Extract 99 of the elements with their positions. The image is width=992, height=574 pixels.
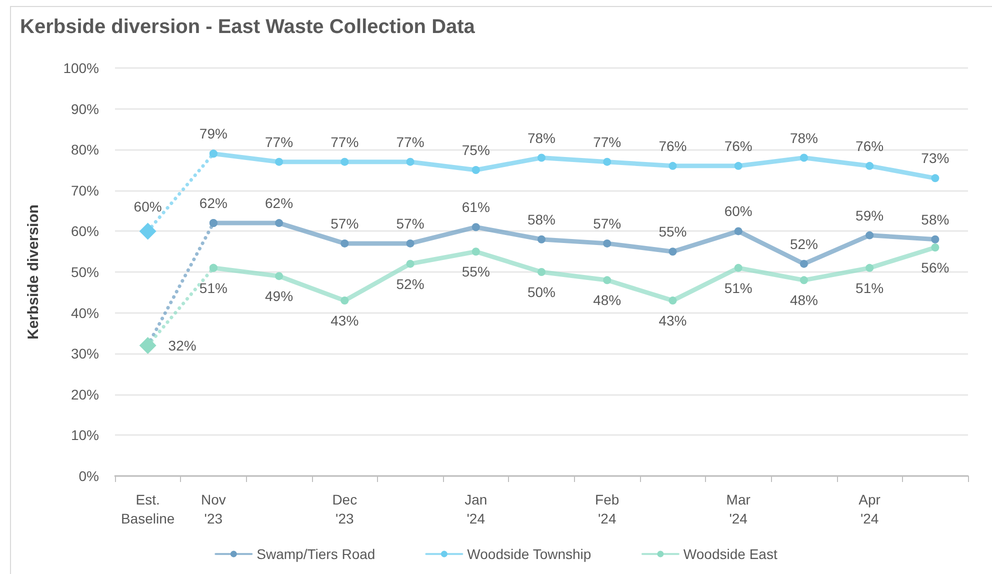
legend-label: Swamp/Tiers Road — [256, 546, 376, 562]
data-label: 51% — [724, 280, 752, 296]
data-label: 56% — [921, 260, 950, 276]
y-tick-label: 100% — [63, 60, 99, 76]
point — [866, 231, 874, 240]
point — [340, 296, 349, 305]
point — [931, 174, 940, 182]
data-label: 43% — [658, 312, 687, 329]
point — [603, 158, 612, 166]
point — [209, 264, 218, 272]
data-label: 58% — [921, 211, 950, 228]
data-label: 77% — [396, 134, 424, 150]
point — [668, 248, 677, 256]
data-label: 78% — [790, 130, 818, 146]
data-label: 49% — [265, 288, 294, 304]
data-label: 57% — [593, 215, 622, 232]
point — [275, 219, 284, 228]
data-label: 61% — [462, 199, 490, 216]
point — [734, 227, 742, 236]
point — [603, 239, 612, 248]
legend-label: Woodside Township — [467, 546, 592, 562]
data-label: 75% — [462, 142, 490, 158]
data-label: 55% — [462, 264, 490, 280]
data-label: 52% — [790, 236, 818, 252]
y-tick-label: 50% — [70, 264, 99, 280]
data-label: 32% — [168, 337, 196, 354]
point — [866, 264, 874, 272]
point — [209, 150, 218, 158]
data-label: 55% — [658, 224, 687, 240]
point — [139, 336, 156, 354]
point — [866, 162, 874, 170]
y-tick-label: 20% — [70, 386, 99, 402]
point — [538, 268, 546, 276]
data-label: 77% — [593, 134, 622, 150]
y-axis-title: Kerbside diversion — [25, 204, 42, 340]
y-tick-label: 10% — [70, 427, 99, 444]
point — [538, 235, 546, 244]
x-tick-label: Feb '24 — [595, 492, 620, 526]
data-label: 48% — [790, 292, 818, 308]
x-tick-label: Dec '23 — [332, 492, 358, 526]
data-label: 48% — [593, 292, 622, 308]
point — [406, 158, 414, 166]
data-label: 77% — [330, 134, 359, 150]
data-label: 78% — [527, 130, 556, 146]
y-tick-label: 30% — [70, 346, 99, 362]
x-tick-label: Apr '24 — [858, 492, 881, 526]
point — [472, 248, 480, 256]
data-label: 51% — [199, 280, 228, 296]
point — [340, 158, 349, 166]
data-label: 43% — [330, 312, 359, 329]
data-label: 79% — [199, 126, 228, 142]
y-tick-label: 70% — [70, 182, 99, 198]
point — [139, 222, 156, 240]
y-tick-label: 90% — [70, 100, 99, 117]
data-label: 76% — [724, 138, 752, 154]
y-tick-label: 40% — [70, 304, 99, 321]
data-label: 62% — [265, 195, 294, 212]
point — [340, 239, 349, 248]
data-label: 50% — [527, 284, 556, 300]
point — [668, 296, 677, 305]
data-label: 60% — [134, 198, 162, 215]
point — [275, 272, 284, 280]
point — [603, 276, 612, 284]
data-label: 58% — [527, 211, 556, 228]
point — [406, 239, 414, 248]
point — [800, 260, 808, 268]
x-tick-label: Jan '24 — [464, 492, 488, 526]
y-tick-label: 0% — [78, 468, 99, 484]
data-label: 60% — [724, 203, 752, 220]
point — [931, 235, 940, 244]
data-label: 59% — [856, 207, 884, 224]
point — [800, 276, 808, 284]
data-label: 73% — [921, 150, 950, 166]
point — [406, 260, 414, 268]
point — [734, 264, 742, 272]
legend-label: Woodside East — [683, 546, 778, 562]
data-label: 57% — [396, 215, 424, 232]
point — [800, 154, 808, 162]
data-label: 76% — [856, 138, 884, 154]
point — [209, 219, 218, 228]
data-label: 57% — [330, 215, 359, 232]
point — [668, 162, 677, 170]
data-label: 77% — [265, 134, 294, 150]
data-label: 52% — [396, 276, 424, 292]
x-tick-label: Nov '23 — [200, 492, 226, 526]
data-label: 62% — [199, 195, 228, 212]
y-tick-label: 60% — [70, 223, 99, 240]
x-tick-label: Est. Baseline — [120, 492, 175, 526]
data-label: 76% — [658, 138, 687, 154]
point — [472, 223, 480, 232]
chart-title: Kerbside diversion - East Waste Collection Data — [20, 16, 476, 38]
x-tick-label: Mar '24 — [726, 492, 751, 526]
point — [472, 166, 480, 174]
point — [931, 244, 940, 252]
point — [538, 154, 546, 162]
data-label: 51% — [856, 280, 884, 296]
point — [275, 158, 284, 166]
y-tick-label: 80% — [70, 142, 99, 158]
point — [734, 162, 742, 170]
